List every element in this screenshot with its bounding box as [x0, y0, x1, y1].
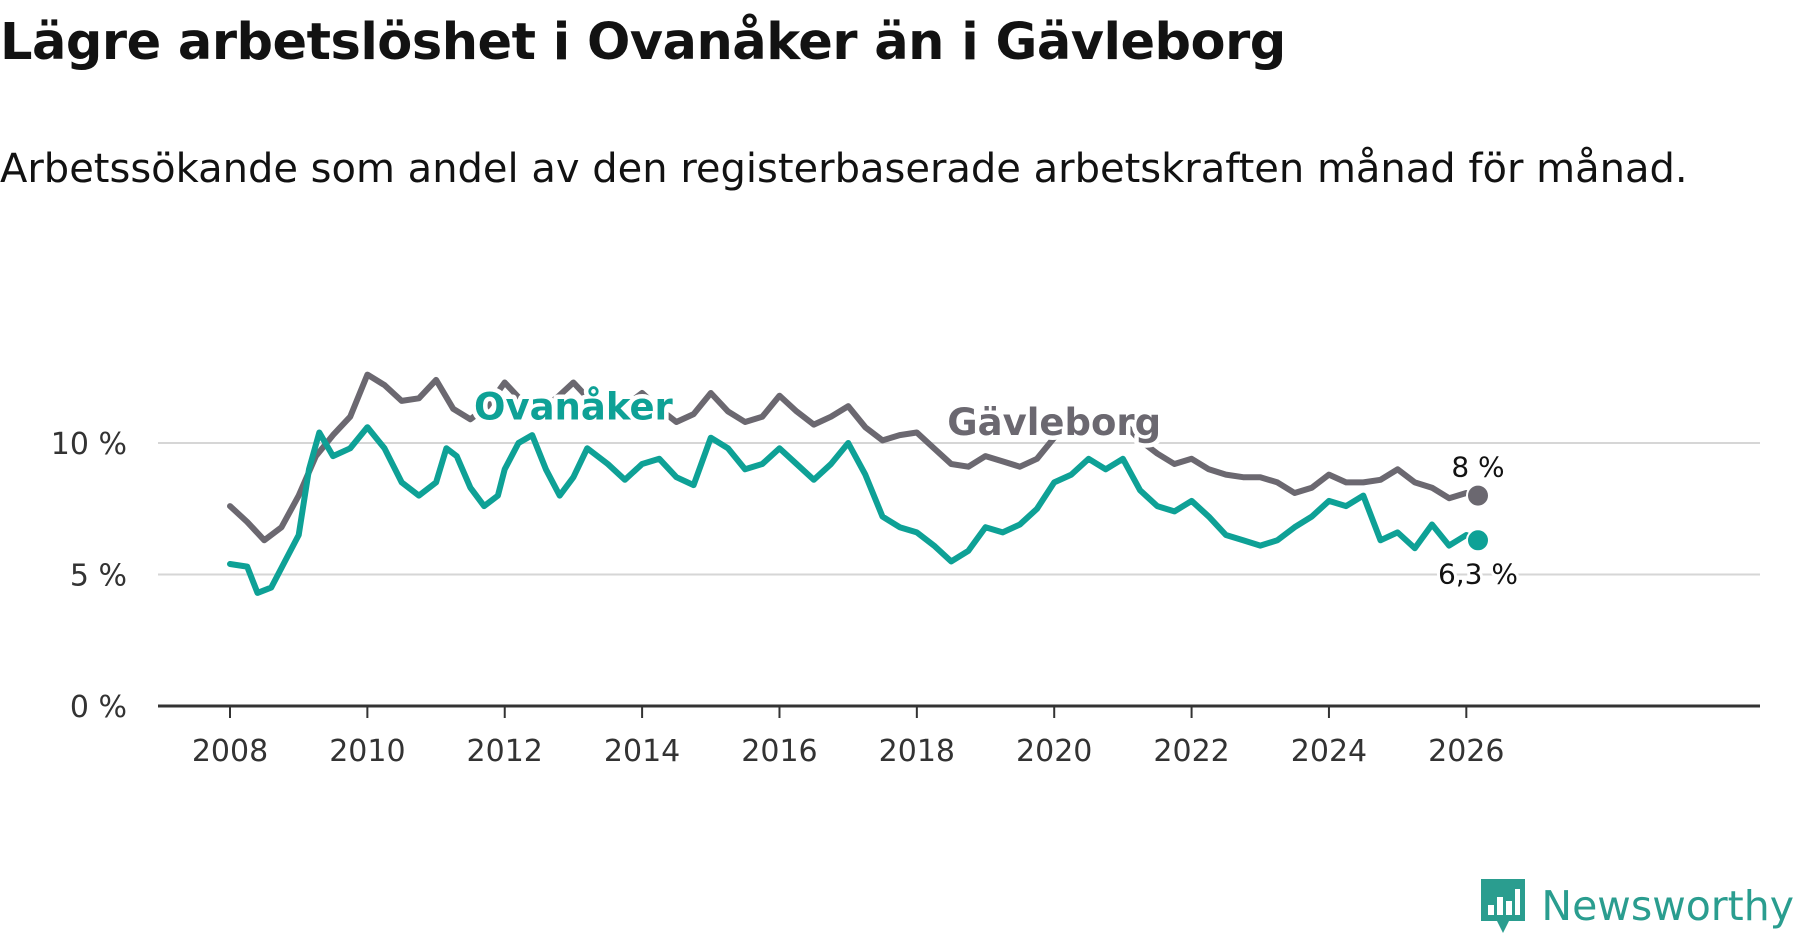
series-label: Gävleborg	[947, 401, 1161, 444]
end-value-label: 6,3 %	[1438, 557, 1518, 590]
x-tick-label: 2020	[1016, 734, 1092, 769]
x-tick-label: 2026	[1428, 734, 1504, 769]
series-line-g-vleborg	[227, 371, 1481, 544]
y-tick-label: 10 %	[51, 427, 127, 462]
brand-name: Newsworthy	[1541, 882, 1794, 930]
brand-logo-block: Newsworthy	[1477, 864, 1794, 948]
y-tick-label: 5 %	[70, 559, 127, 594]
x-tick-label: 2024	[1291, 734, 1367, 769]
series-label: Ovanåker	[474, 385, 674, 428]
end-marker	[1465, 528, 1490, 553]
x-tick-label: 2012	[467, 734, 543, 769]
chart-title: Lägre arbetslöshet i Ovanåker än i Gävle…	[0, 13, 1286, 72]
chart-subtitle: Arbetssökande som andel av den registerb…	[0, 146, 1688, 192]
x-tick-label: 2010	[329, 734, 405, 769]
series-line-ovan-ker	[227, 424, 1481, 596]
end-marker	[1465, 483, 1490, 508]
x-tick-label: 2008	[192, 734, 268, 769]
x-tick-label: 2016	[741, 734, 817, 769]
y-tick-label: 0 %	[70, 690, 127, 725]
x-tick-label: 2018	[879, 734, 955, 769]
end-value-label: 8 %	[1451, 451, 1504, 484]
x-tick-label: 2022	[1153, 734, 1229, 769]
newsworthy-logo-icon	[1481, 879, 1526, 933]
x-tick-label: 2014	[604, 734, 680, 769]
